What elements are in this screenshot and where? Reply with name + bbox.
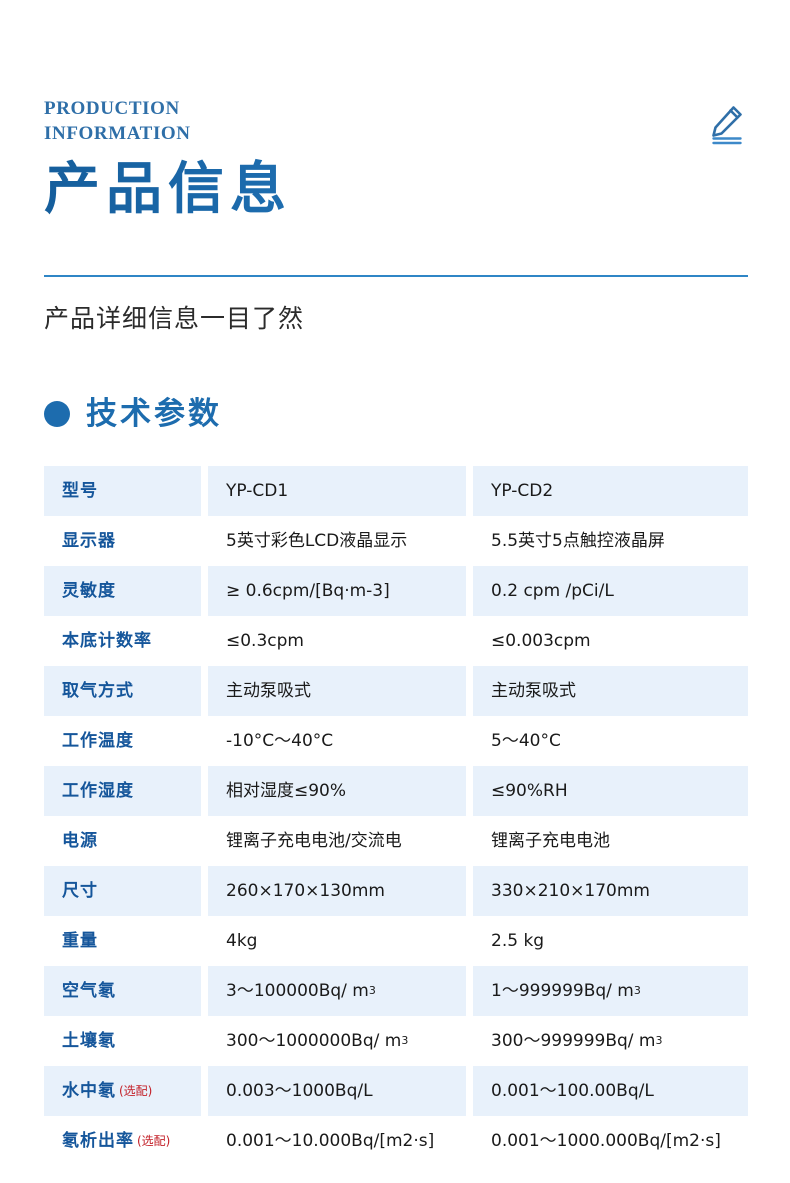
column-gap bbox=[201, 616, 208, 666]
spec-label: 尺寸 bbox=[44, 866, 201, 916]
spec-value-model-1: 0.001～10.000Bq/[m2·s] bbox=[208, 1116, 466, 1166]
spec-label: 本底计数率 bbox=[44, 616, 201, 666]
column-gap bbox=[201, 516, 208, 566]
spec-value-model-2: YP-CD2 bbox=[473, 466, 748, 516]
spec-value-model-1: YP-CD1 bbox=[208, 466, 466, 516]
spec-value-model-2: 5.5英寸5点触控液晶屏 bbox=[473, 516, 748, 566]
spec-label: 工作温度 bbox=[44, 716, 201, 766]
pencil-edit-icon[interactable] bbox=[706, 103, 748, 147]
spec-value-model-1: 相对湿度≤90% bbox=[208, 766, 466, 816]
spec-label: 取气方式 bbox=[44, 666, 201, 716]
spec-value-model-1: -10°C～40°C bbox=[208, 716, 466, 766]
header-divider bbox=[44, 275, 748, 277]
column-gap bbox=[466, 716, 473, 766]
spec-label: 灵敏度 bbox=[44, 566, 201, 616]
spec-value-model-1: ≤0.3cpm bbox=[208, 616, 466, 666]
spec-value-model-1: 主动泵吸式 bbox=[208, 666, 466, 716]
table-row: 重量 4kg 2.5 kg bbox=[44, 916, 748, 966]
table-row: 工作温度 -10°C～40°C 5～40°C bbox=[44, 716, 748, 766]
optional-tag: (选配) bbox=[119, 1084, 153, 1098]
spec-value-model-2: 330×210×170mm bbox=[473, 866, 748, 916]
spec-value-model-2: 0.001～1000.000Bq/[m2·s] bbox=[473, 1116, 748, 1166]
column-gap bbox=[466, 566, 473, 616]
optional-tag: (选配) bbox=[137, 1134, 171, 1148]
spec-value-model-2: 锂离子充电电池 bbox=[473, 816, 748, 866]
subtitle-text: 产品详细信息一目了然 bbox=[44, 306, 305, 333]
spec-value-model-2: ≤90%RH bbox=[473, 766, 748, 816]
spec-value-model-2: 0.001～100.00Bq/L bbox=[473, 1066, 748, 1116]
bullet-dot-icon bbox=[44, 401, 70, 427]
column-gap bbox=[201, 916, 208, 966]
column-gap bbox=[466, 666, 473, 716]
spec-label: 工作湿度 bbox=[44, 766, 201, 816]
column-gap bbox=[201, 566, 208, 616]
table-row: 工作湿度 相对湿度≤90% ≤90%RH bbox=[44, 766, 748, 816]
section-header-tech-specs: 技术参数 bbox=[44, 396, 222, 432]
column-gap bbox=[466, 516, 473, 566]
column-gap bbox=[466, 916, 473, 966]
spec-label: 氡析出率 (选配) bbox=[44, 1116, 201, 1166]
spec-label: 重量 bbox=[44, 916, 201, 966]
spec-value-model-1: 260×170×130mm bbox=[208, 866, 466, 916]
table-row: 水中氡 (选配) 0.003～1000Bq/L 0.001～100.00Bq/L bbox=[44, 1066, 748, 1116]
table-row: 灵敏度 ≥ 0.6cpm/[Bq·m-3] 0.2 cpm /pCi/L bbox=[44, 566, 748, 616]
spec-label: 空气氡 bbox=[44, 966, 201, 1016]
table-row: 电源 锂离子充电电池/交流电 锂离子充电电池 bbox=[44, 816, 748, 866]
spec-value-model-2: 2.5 kg bbox=[473, 916, 748, 966]
spec-label: 型号 bbox=[44, 466, 201, 516]
column-gap bbox=[201, 866, 208, 916]
table-row: 尺寸 260×170×130mm 330×210×170mm bbox=[44, 866, 748, 916]
spec-label: 显示器 bbox=[44, 516, 201, 566]
column-gap bbox=[466, 1016, 473, 1066]
table-row: 氡析出率 (选配) 0.001～10.000Bq/[m2·s] 0.001～1000.… bbox=[44, 1116, 748, 1166]
column-gap bbox=[201, 1116, 208, 1166]
spec-value-model-2: 0.2 cpm /pCi/L bbox=[473, 566, 748, 616]
column-gap bbox=[466, 1116, 473, 1166]
column-gap bbox=[466, 816, 473, 866]
column-gap bbox=[466, 1066, 473, 1116]
page-title: 产品信息 bbox=[44, 158, 748, 222]
table-row: 显示器 5英寸彩色LCD液晶显示 5.5英寸5点触控液晶屏 bbox=[44, 516, 748, 566]
page-header: PRODUCTION INFORMATION 产品信息 bbox=[44, 96, 748, 222]
spec-value-model-1: 0.003～1000Bq/L bbox=[208, 1066, 466, 1116]
table-row: 本底计数率 ≤0.3cpm ≤0.003cpm bbox=[44, 616, 748, 666]
section-title: 技术参数 bbox=[86, 396, 222, 432]
column-gap bbox=[201, 1016, 208, 1066]
column-gap bbox=[201, 466, 208, 516]
spec-value-model-2: ≤0.003cpm bbox=[473, 616, 748, 666]
column-gap bbox=[466, 966, 473, 1016]
column-gap bbox=[201, 766, 208, 816]
table-row: 型号 YP-CD1 YP-CD2 bbox=[44, 466, 748, 516]
spec-label: 土壤氡 bbox=[44, 1016, 201, 1066]
spec-label: 电源 bbox=[44, 816, 201, 866]
spec-value-model-1: 4kg bbox=[208, 916, 466, 966]
column-gap bbox=[201, 816, 208, 866]
spec-value-model-1: 锂离子充电电池/交流电 bbox=[208, 816, 466, 866]
table-row: 取气方式 主动泵吸式 主动泵吸式 bbox=[44, 666, 748, 716]
spec-value-model-2: 5～40°C bbox=[473, 716, 748, 766]
spec-value-model-1: 5英寸彩色LCD液晶显示 bbox=[208, 516, 466, 566]
spec-label: 水中氡 (选配) bbox=[44, 1066, 201, 1116]
column-gap bbox=[466, 466, 473, 516]
column-gap bbox=[201, 716, 208, 766]
column-gap bbox=[466, 866, 473, 916]
column-gap bbox=[201, 966, 208, 1016]
column-gap bbox=[201, 1066, 208, 1116]
spec-value-model-2: 主动泵吸式 bbox=[473, 666, 748, 716]
tech-spec-table: 型号 YP-CD1 YP-CD2 显示器 5英寸彩色LCD液晶显示 5.5英寸5点触控液晶… bbox=[44, 466, 748, 1166]
eyebrow-text: PRODUCTION INFORMATION bbox=[44, 98, 191, 144]
column-gap bbox=[466, 616, 473, 666]
column-gap bbox=[201, 666, 208, 716]
column-gap bbox=[466, 766, 473, 816]
spec-value-model-1: ≥ 0.6cpm/[Bq·m-3] bbox=[208, 566, 466, 616]
